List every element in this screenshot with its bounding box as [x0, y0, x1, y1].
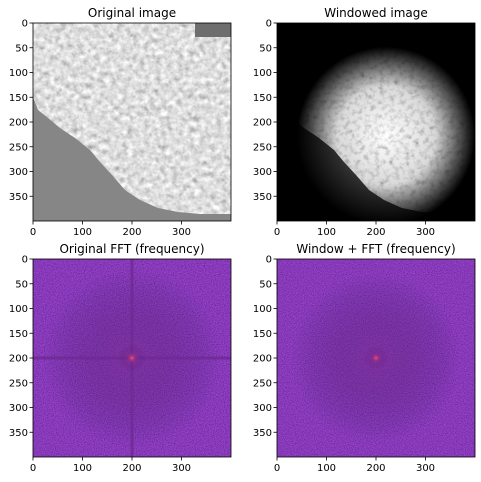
fft-center-peak — [118, 344, 146, 372]
y-tick-label: 200 — [9, 118, 28, 129]
original-fft-heatmap — [33, 259, 231, 457]
x-tick-label: 200 — [366, 463, 385, 474]
y-tick-label: 50 — [15, 279, 28, 290]
y-tick-label: 0 — [266, 255, 272, 266]
panel-original-fft: Original FFT (frequency) — [32, 242, 232, 458]
y-tick-label: 150 — [9, 329, 28, 340]
y-tick-label: 350 — [9, 428, 28, 439]
y-tick-label: 250 — [253, 378, 272, 389]
y-tick-label: 350 — [253, 192, 272, 203]
fft-center-peak — [364, 346, 388, 370]
original-image-heatmap — [33, 23, 231, 221]
y-tick-label: 0 — [22, 19, 28, 30]
y-tick-label: 350 — [253, 428, 272, 439]
x-tick-label: 200 — [366, 227, 385, 238]
y-tick-label: 0 — [22, 255, 28, 266]
y-tick-label: 350 — [9, 192, 28, 203]
x-tick-label: 0 — [30, 463, 36, 474]
windowed-image-heatmap — [277, 23, 475, 221]
x-tick-label: 300 — [172, 463, 191, 474]
y-tick-label: 0 — [266, 19, 272, 30]
y-tick-label: 300 — [253, 403, 272, 414]
y-tick-label: 150 — [253, 93, 272, 104]
x-tick-label: 200 — [122, 463, 141, 474]
y-tick-label: 200 — [9, 354, 28, 365]
x-tick-label: 0 — [274, 463, 280, 474]
y-tick-label: 250 — [9, 378, 28, 389]
y-tick-label: 100 — [9, 304, 28, 315]
panel-windowed-image: Windowed image — [276, 6, 476, 222]
x-tick-label: 300 — [416, 463, 435, 474]
y-tick-label: 300 — [253, 167, 272, 178]
panel-3-title: Original FFT (frequency) — [59, 242, 204, 256]
y-tick-label: 100 — [253, 304, 272, 315]
panel-2-title: Windowed image — [324, 6, 428, 20]
y-tick-label: 300 — [9, 403, 28, 414]
axis-ticks: 0 100 200 300 0 50 100 150 200 250 300 350 0 100 200 30… — [9, 19, 435, 475]
x-tick-label: 100 — [73, 227, 92, 238]
panel-4-title: Window + FFT (frequency) — [296, 242, 455, 256]
y-tick-label: 150 — [9, 93, 28, 104]
panel-1-title: Original image — [88, 6, 176, 20]
y-tick-label: 50 — [259, 279, 272, 290]
y-tick-label: 50 — [15, 43, 28, 54]
y-tick-label: 250 — [9, 142, 28, 153]
y-tick-label: 100 — [253, 68, 272, 79]
y-tick-label: 200 — [253, 354, 272, 365]
y-tick-label: 250 — [253, 142, 272, 153]
y-tick-label: 50 — [259, 43, 272, 54]
x-tick-label: 100 — [73, 463, 92, 474]
x-tick-label: 100 — [317, 227, 336, 238]
y-tick-label: 200 — [253, 118, 272, 129]
panel-original-image: Original image — [32, 6, 232, 222]
x-tick-label: 300 — [416, 227, 435, 238]
y-tick-label: 100 — [9, 68, 28, 79]
y-tick-label: 300 — [9, 167, 28, 178]
x-tick-label: 300 — [172, 227, 191, 238]
x-tick-label: 100 — [317, 463, 336, 474]
y-tick-label: 150 — [253, 329, 272, 340]
window-fft-heatmap — [277, 259, 475, 457]
x-tick-label: 200 — [122, 227, 141, 238]
x-tick-label: 0 — [30, 227, 36, 238]
panel-window-fft: Window + FFT (frequency) — [276, 242, 476, 458]
x-tick-label: 0 — [274, 227, 280, 238]
